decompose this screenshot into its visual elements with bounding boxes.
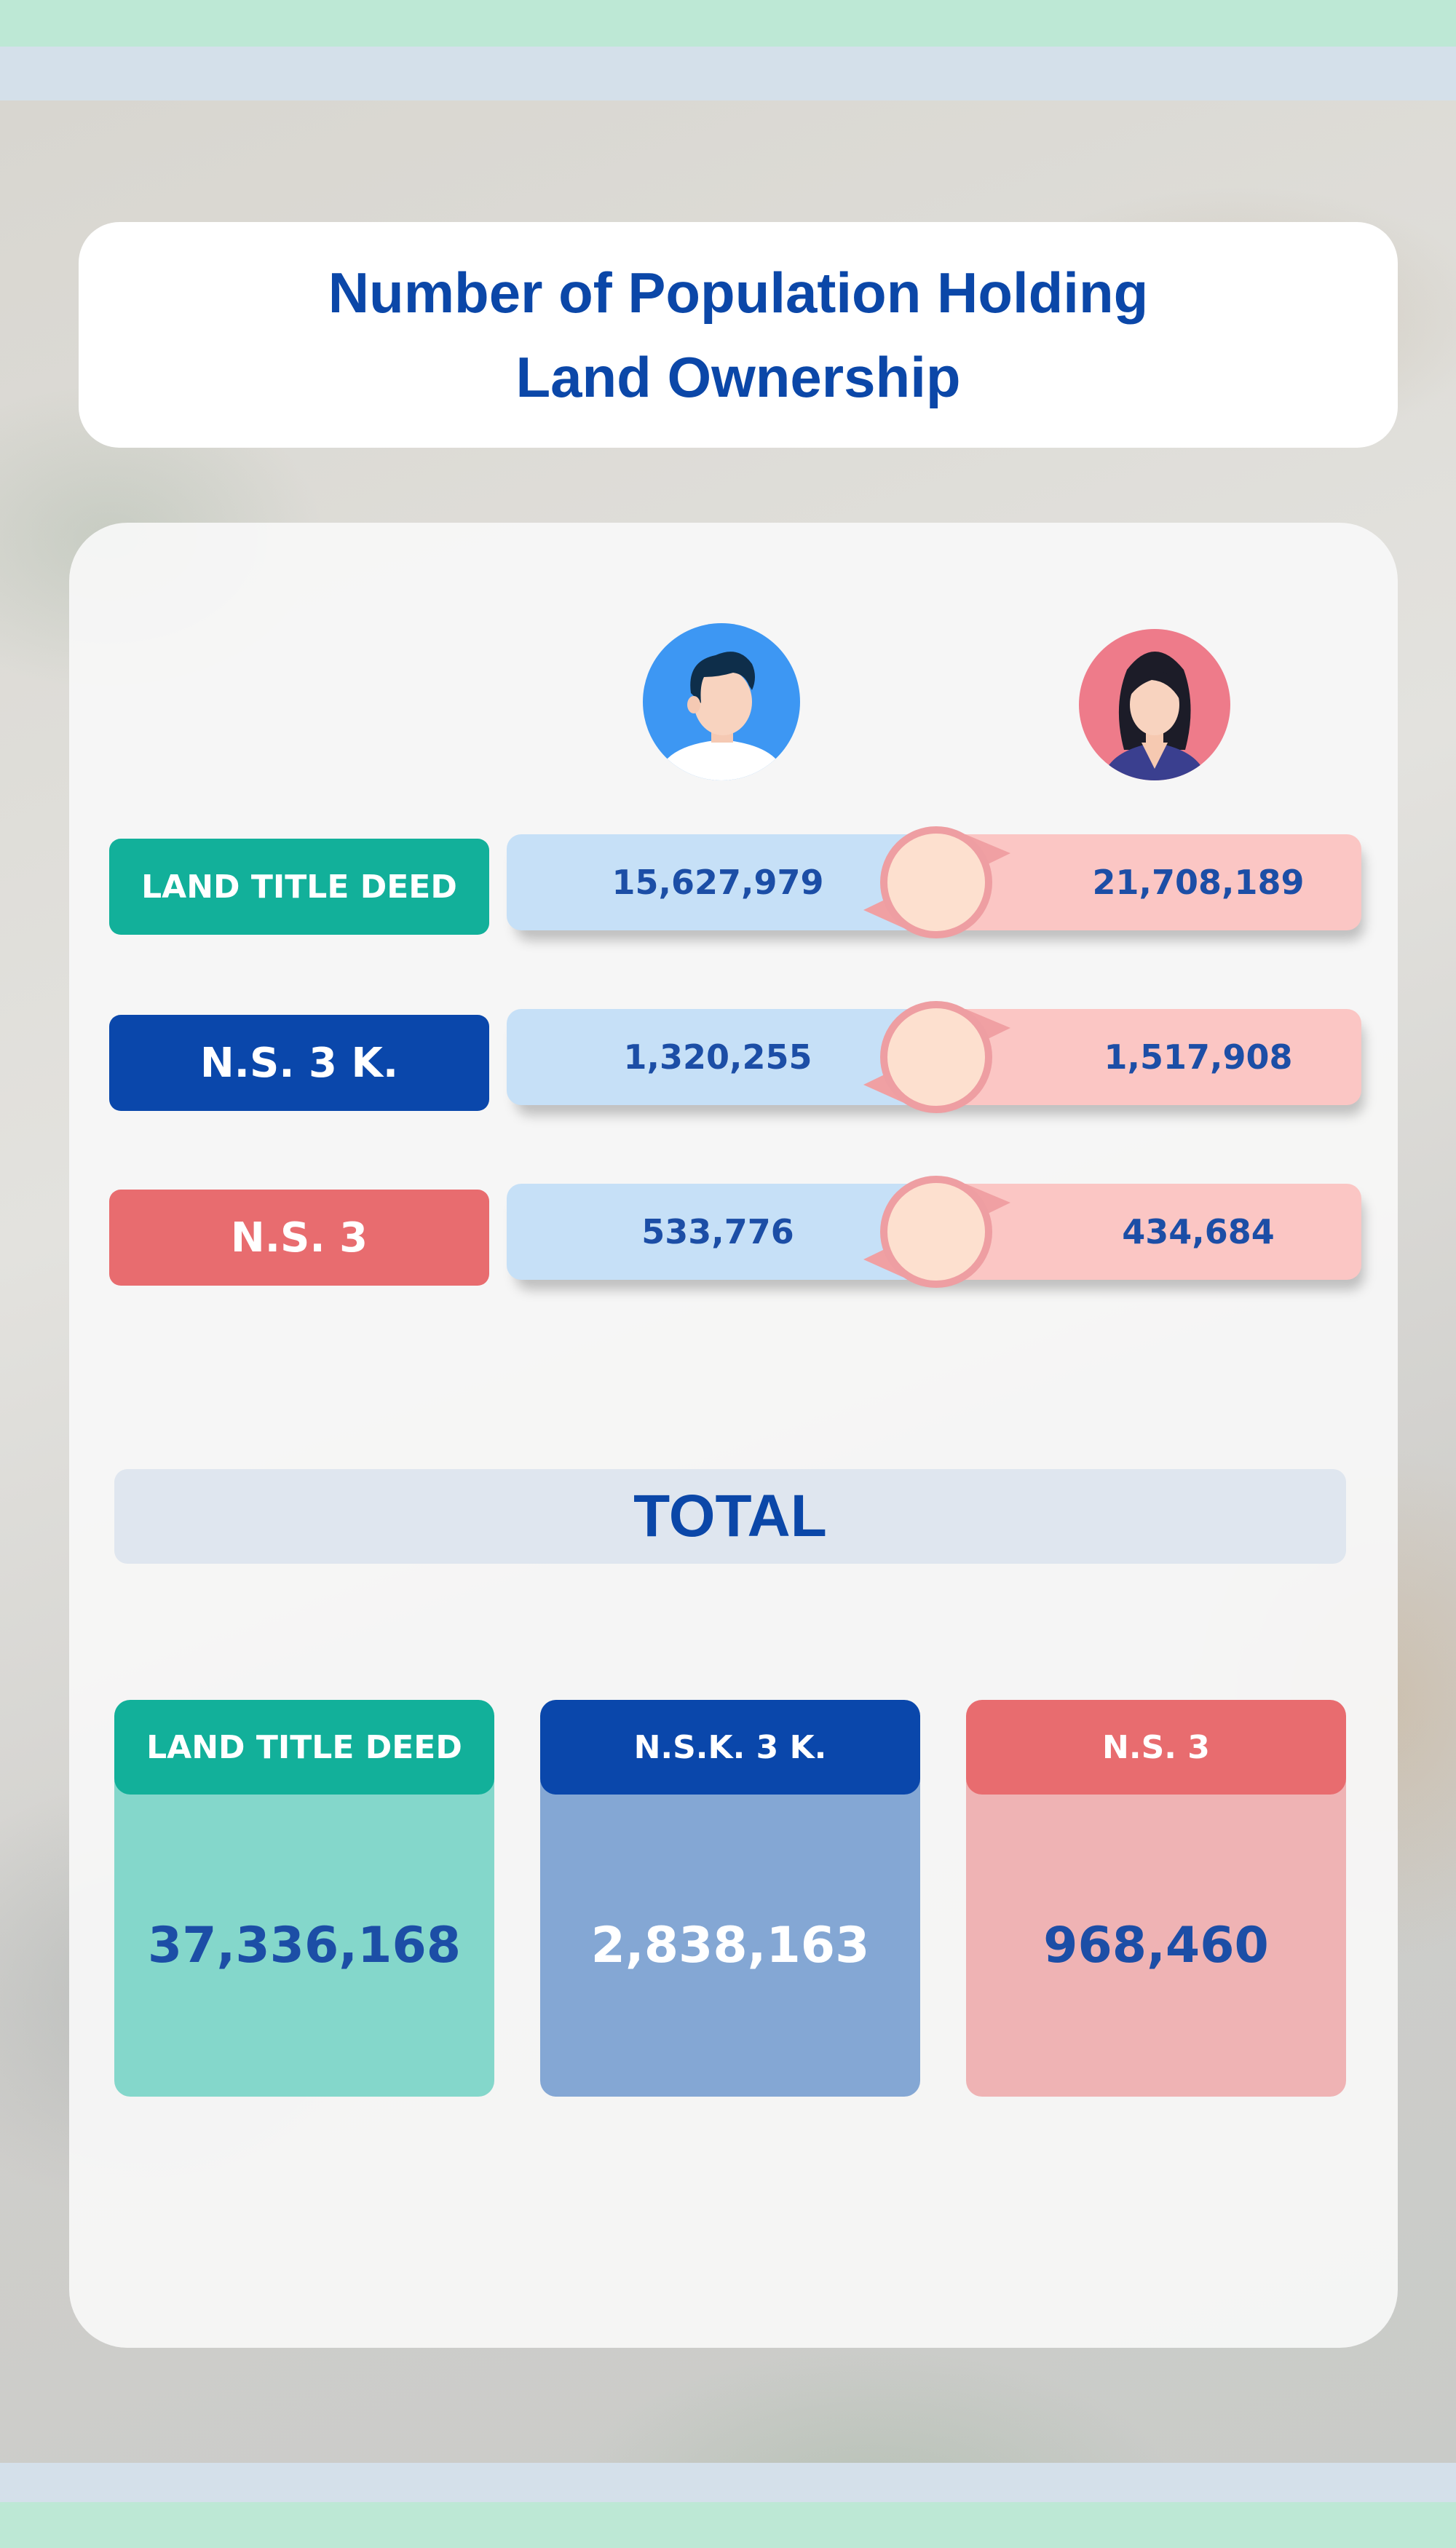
top-blue-band <box>0 47 1456 100</box>
male-value-label: 15,627,979 <box>612 863 824 902</box>
page-title: Number of Population Holding Land Owners… <box>328 250 1149 419</box>
total-card-header: N.S. 3 <box>966 1700 1346 1795</box>
category-label-land-title-deed: LAND TITLE DEED <box>109 839 489 935</box>
female-person-icon <box>1079 629 1230 780</box>
bar-row: 1,320,255 1,517,908 <box>507 1001 1364 1115</box>
total-card-land-title-deed: LAND TITLE DEED 37,336,168 <box>114 1700 494 2097</box>
male-value-label: 1,320,255 <box>623 1037 812 1077</box>
category-label-ns3k: N.S. 3 K. <box>109 1015 489 1111</box>
female-value-label: 434,684 <box>1122 1212 1275 1251</box>
title-line-2: Land Ownership <box>515 345 961 409</box>
male-value-label: 533,776 <box>641 1212 794 1251</box>
connector-circle-icon <box>863 1176 1010 1288</box>
connector-circle-icon <box>863 1001 1010 1113</box>
total-card-value: 2,838,163 <box>590 1917 870 1974</box>
total-heading: TOTAL <box>114 1469 1346 1564</box>
bottom-blue-band <box>0 2463 1456 2502</box>
title-line-1: Number of Population Holding <box>328 261 1149 325</box>
total-card-header: LAND TITLE DEED <box>114 1700 494 1795</box>
total-card-value: 37,336,168 <box>147 1917 462 1974</box>
total-card-nsk3k: N.S.K. 3 K. 2,838,163 <box>540 1700 920 2097</box>
male-person-icon <box>643 623 800 780</box>
female-value-label: 21,708,189 <box>1092 863 1305 902</box>
total-card-header: N.S.K. 3 K. <box>540 1700 920 1795</box>
connector-circle-icon <box>863 826 1010 938</box>
bar-row: 533,776 434,684 <box>507 1176 1364 1290</box>
total-card-value: 968,460 <box>1043 1917 1269 1974</box>
total-card-ns3: N.S. 3 968,460 <box>966 1700 1346 2097</box>
category-label-ns3: N.S. 3 <box>109 1190 489 1286</box>
bar-row: 15,627,979 21,708,189 <box>507 826 1364 941</box>
female-value-label: 1,517,908 <box>1104 1037 1293 1077</box>
bottom-mint-band <box>0 2502 1456 2548</box>
top-mint-band <box>0 0 1456 47</box>
title-card: Number of Population Holding Land Owners… <box>79 222 1398 448</box>
